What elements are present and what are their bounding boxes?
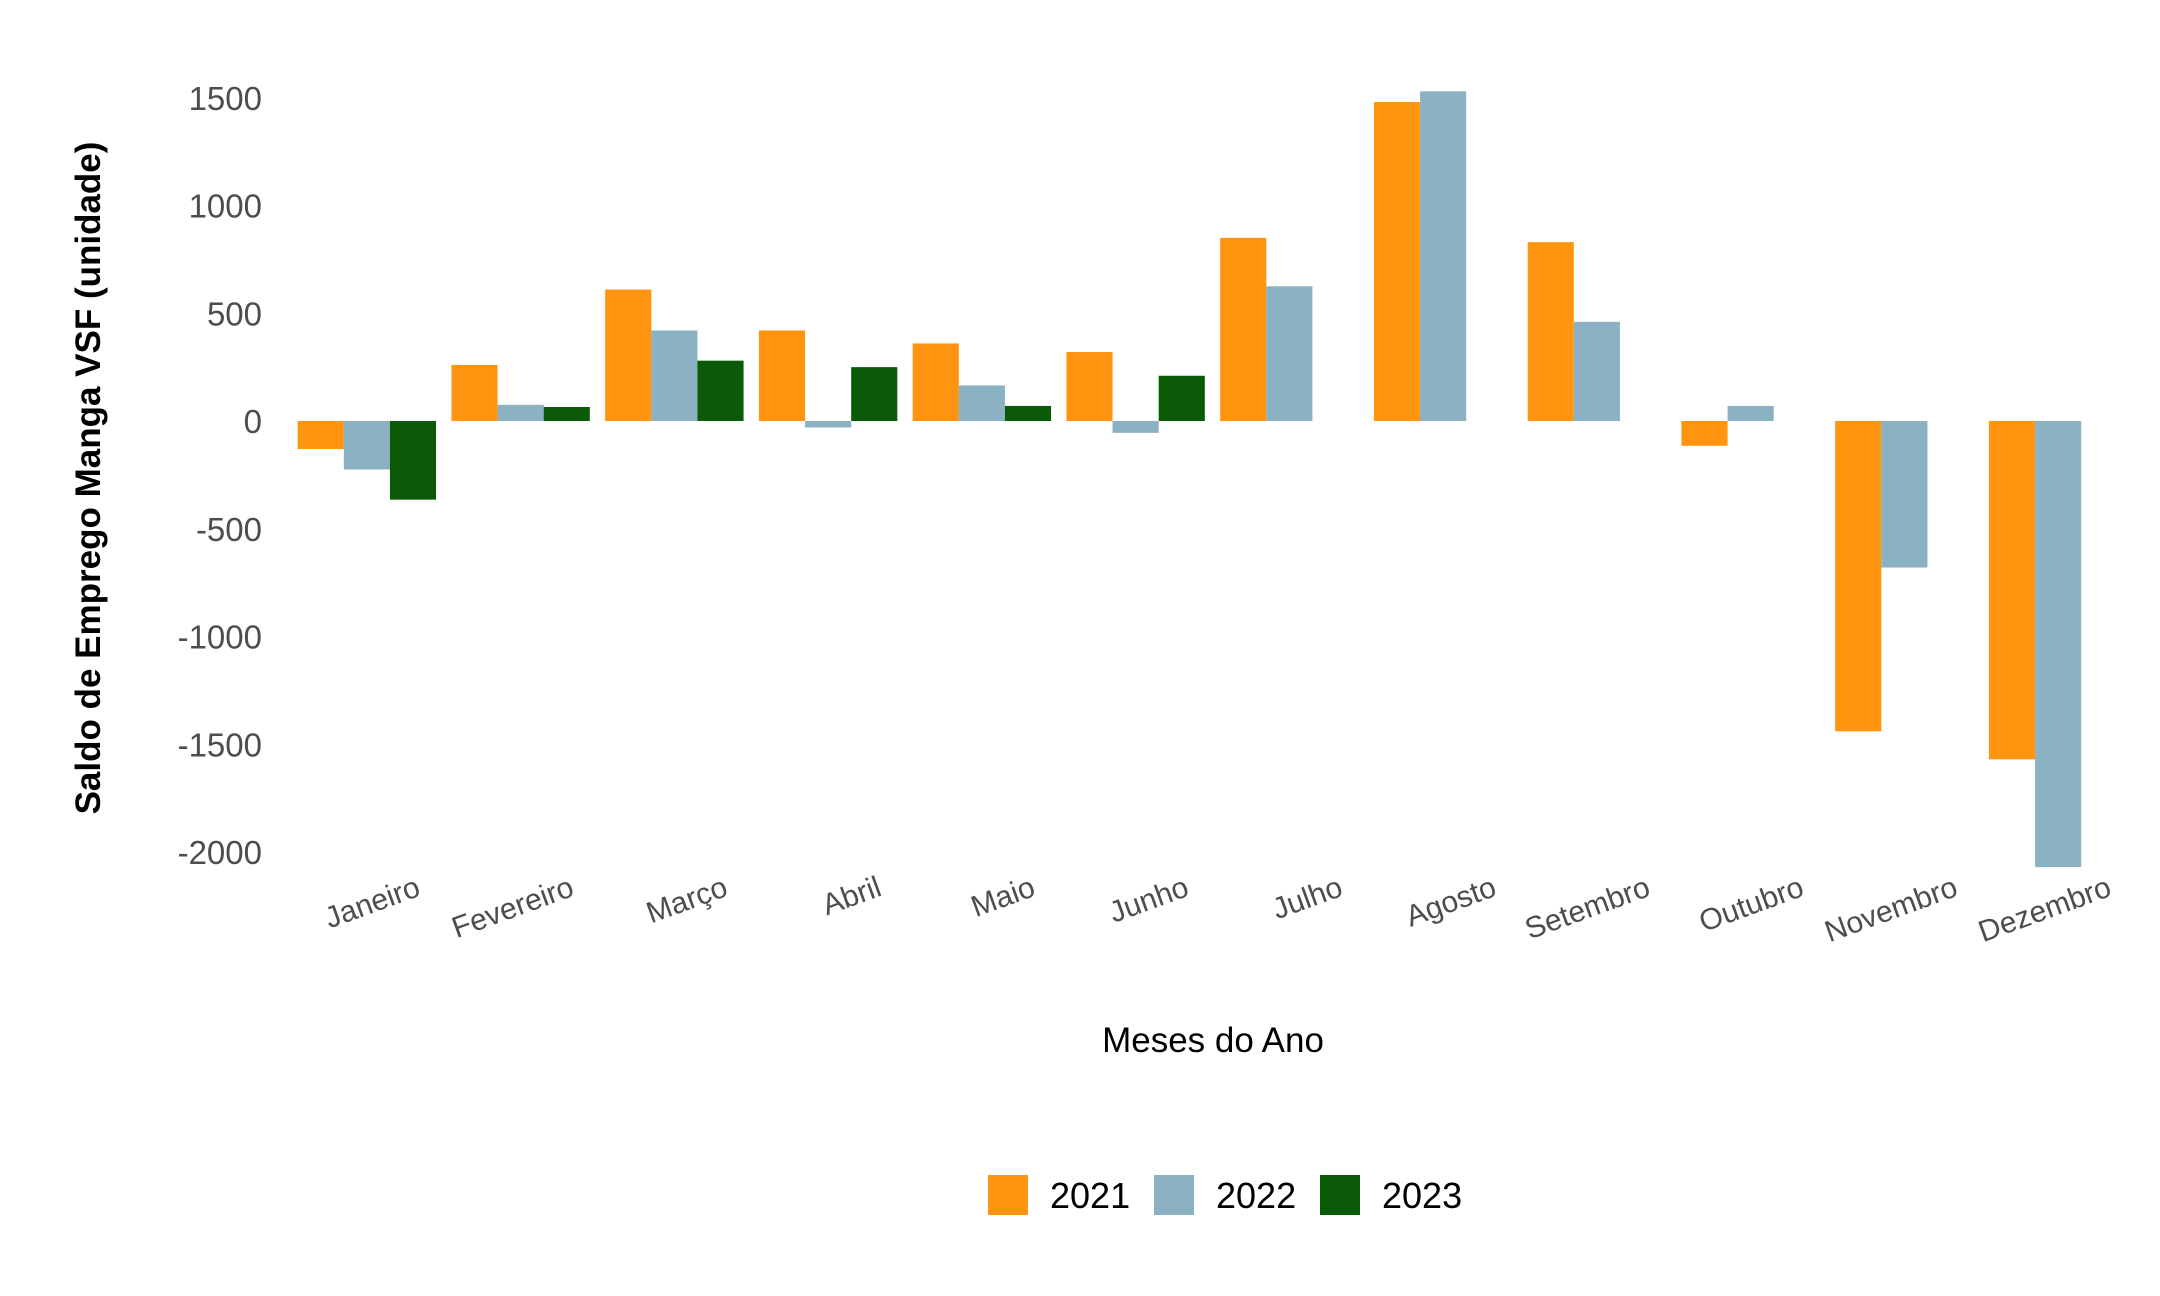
y-tick-label: 1500: [189, 80, 262, 117]
x-axis-title: Meses do Ano: [1102, 1021, 1324, 1060]
y-tick-label: 500: [207, 295, 262, 332]
y-tick-label: -500: [196, 511, 262, 548]
bar-2021-agosto: [1373, 102, 1421, 421]
y-tick-label: -1000: [178, 619, 262, 656]
x-tick-label: Maio: [967, 871, 1039, 924]
x-tick-label: Fevereiro: [448, 871, 578, 945]
bar-2021-novembro: [1835, 421, 1882, 732]
x-tick-label: Junho: [1105, 871, 1193, 930]
legend-label-2022: 2022: [1216, 1175, 1296, 1216]
bar-2023-janeiro: [389, 421, 437, 500]
x-tick-label: Dezembro: [1974, 871, 2115, 949]
x-axis-ticks: Janeiro Fevereiro Março Abril Maio Junho Julho…: [321, 871, 2116, 949]
bar-2021-março: [605, 289, 652, 421]
bar-2021-janeiro: [297, 421, 344, 450]
y-tick-label: 0: [244, 403, 262, 440]
bars-layer: [297, 91, 2082, 868]
bar-2022-maio: [958, 385, 1005, 421]
x-tick-label: Março: [642, 871, 732, 931]
bar-2021-outubro: [1681, 421, 1728, 446]
bar-2022-outubro: [1727, 405, 1774, 421]
legend: 2021 2022 2023: [988, 1175, 1462, 1216]
bar-2023-março: [697, 360, 744, 421]
y-tick-label: 1000: [189, 188, 262, 225]
bar-2022-março: [651, 330, 698, 421]
bar-2021-setembro: [1527, 242, 1574, 421]
legend-swatch-2022: [1154, 1175, 1194, 1215]
x-tick-label: Agosto: [1401, 871, 1500, 934]
bar-2021-dezembro: [1988, 421, 2036, 760]
x-tick-label: Novembro: [1820, 871, 1961, 949]
bar-2022-setembro: [1573, 321, 1620, 421]
y-tick-label: -2000: [178, 834, 262, 871]
bar-2022-agosto: [1420, 91, 1467, 421]
bar-2022-janeiro: [343, 421, 390, 470]
bar-2021-maio: [912, 343, 959, 421]
legend-swatch-2023: [1320, 1175, 1360, 1215]
bar-2023-fevereiro: [543, 406, 590, 421]
x-tick-label: Julho: [1268, 871, 1347, 927]
x-tick-label: Outubro: [1695, 871, 1808, 939]
bar-2022-novembro: [1881, 421, 1928, 568]
bar-2021-abril: [758, 330, 806, 421]
x-tick-label: Setembro: [1521, 871, 1655, 946]
y-axis-ticks: 1500 1000 500 0 -500 -1000 -1500 -2000: [178, 80, 262, 871]
bar-2022-junho: [1112, 421, 1159, 433]
legend-swatch-2021: [988, 1175, 1028, 1215]
bar-2022-abril: [805, 421, 852, 428]
legend-label-2023: 2023: [1382, 1175, 1462, 1216]
y-tick-label: -1500: [178, 726, 262, 763]
legend-label-2021: 2021: [1050, 1175, 1130, 1216]
bar-2021-junho: [1066, 352, 1113, 421]
bar-2023-abril: [851, 367, 898, 422]
x-tick-label: Janeiro: [321, 871, 425, 936]
bar-2021-julho: [1220, 237, 1267, 421]
bar-2022-fevereiro: [497, 404, 544, 421]
bar-2021-fevereiro: [451, 364, 498, 421]
bar-2023-junho: [1158, 375, 1205, 421]
y-axis-title: Saldo de Emprego Manga VSF (unidade): [69, 142, 108, 815]
x-tick-label: Abril: [818, 871, 886, 923]
bar-2022-julho: [1266, 286, 1313, 421]
bar-2023-maio: [1004, 405, 1052, 421]
bar-2022-dezembro: [2035, 421, 2082, 868]
